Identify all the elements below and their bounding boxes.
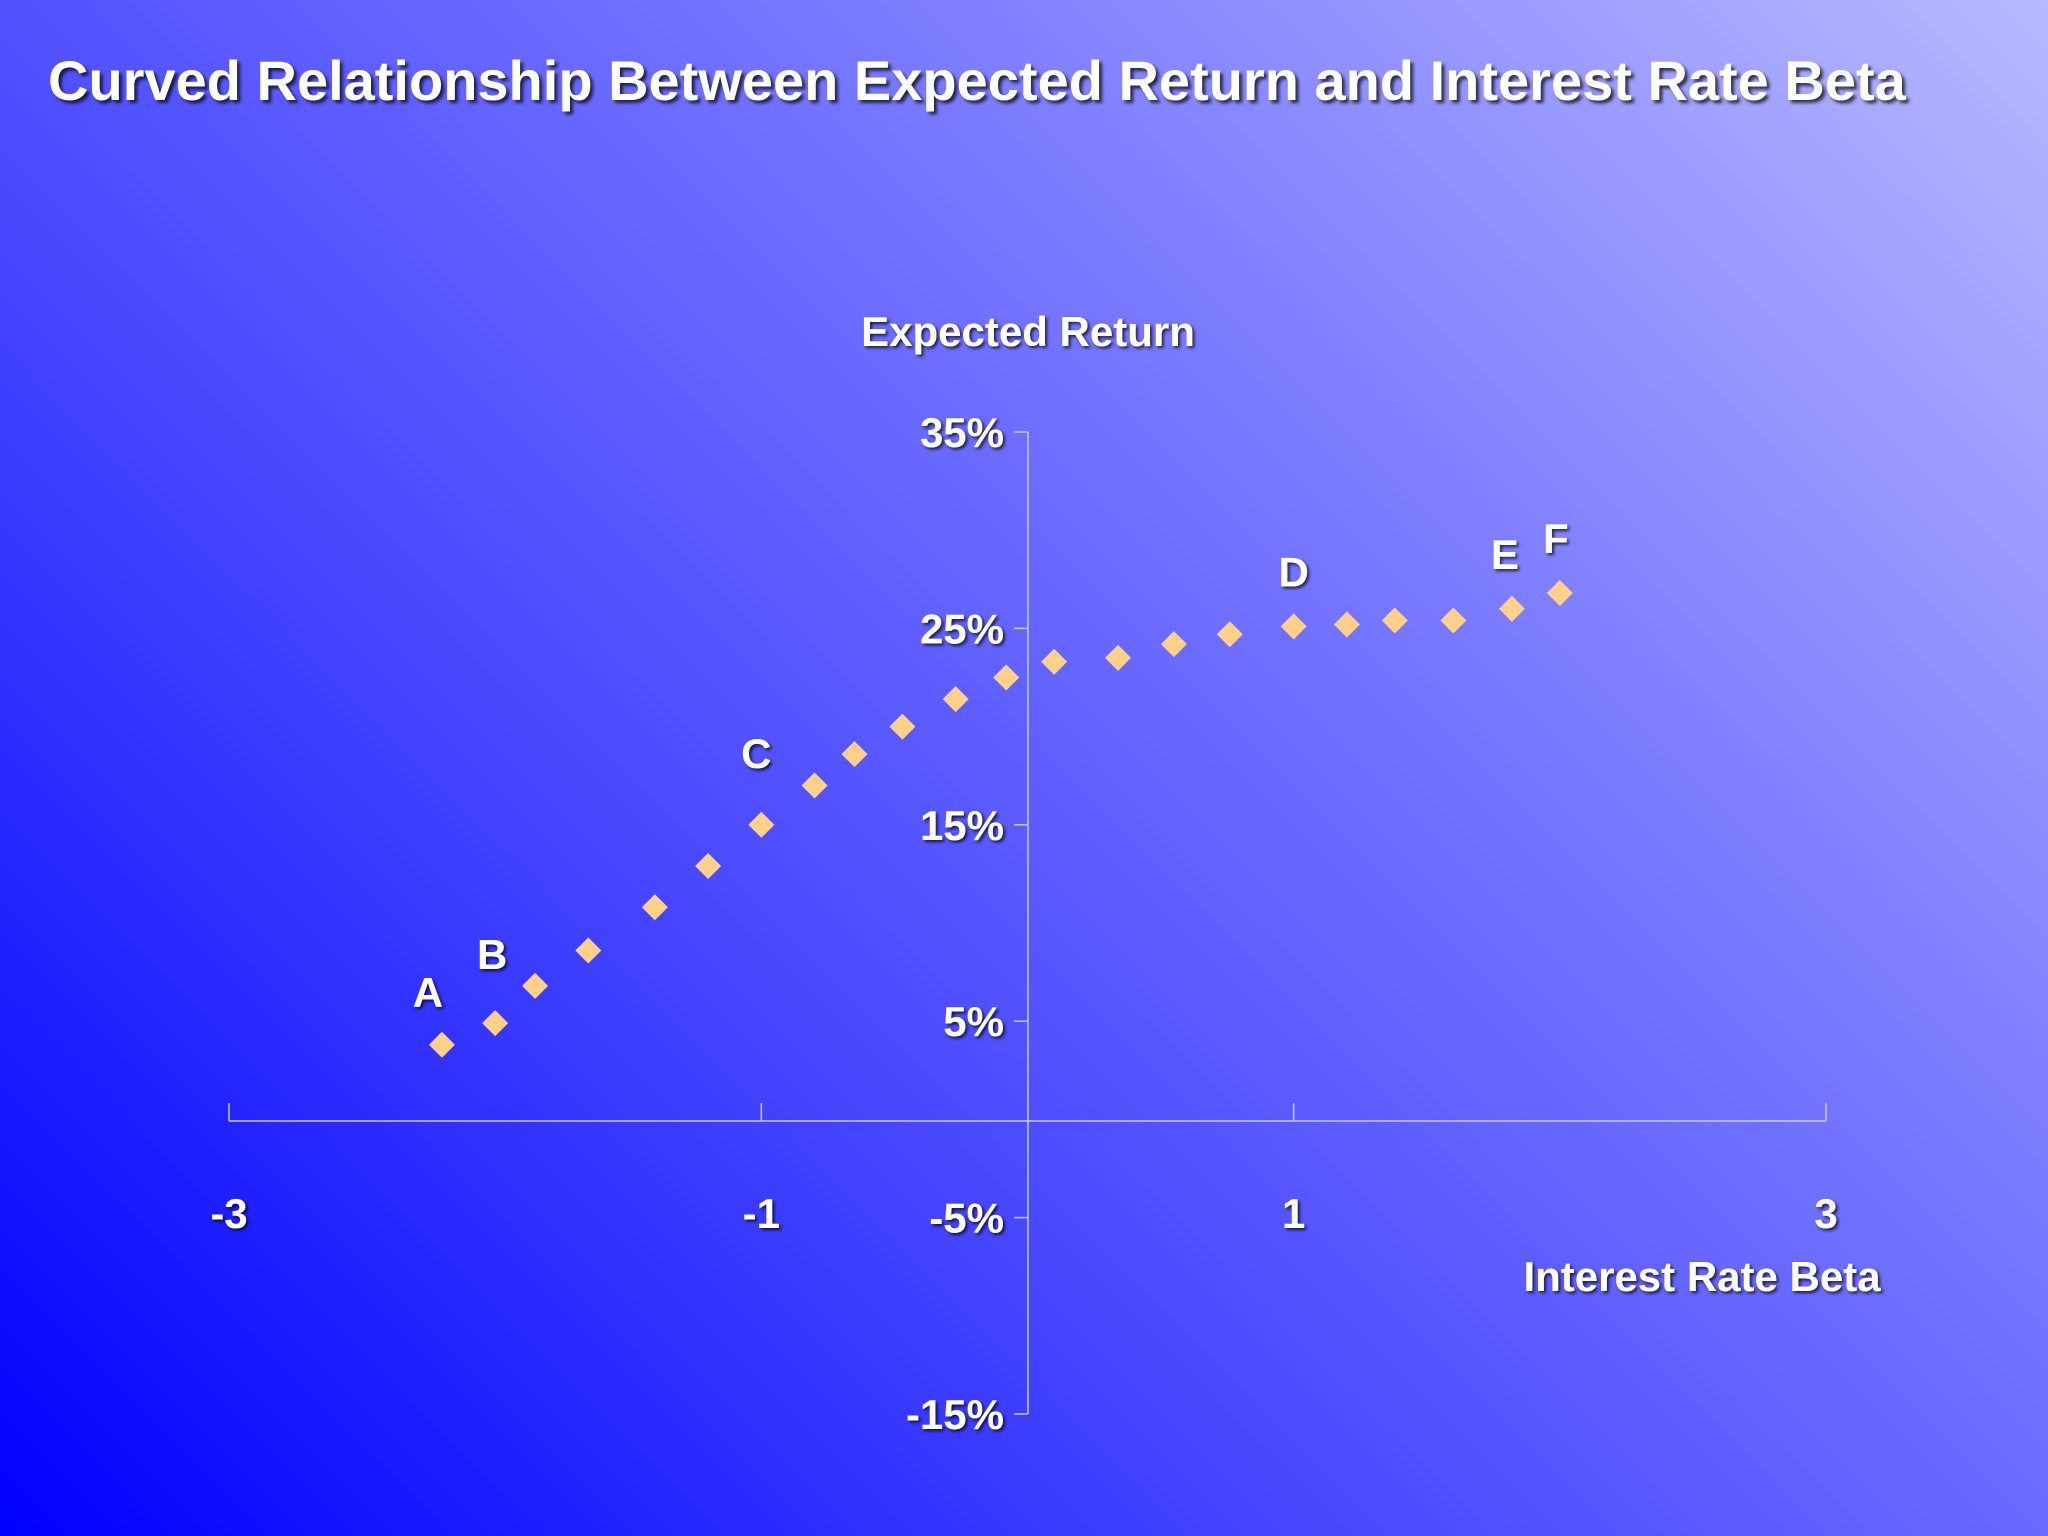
data-point (695, 853, 722, 880)
point-label-f: F (1543, 515, 1569, 562)
data-point (1381, 607, 1408, 634)
data-point (1041, 648, 1068, 675)
point-label-d: D (1278, 548, 1308, 595)
tick-labels: -3 -1 1 3 35% 25% 15% 5% -5% -15% (210, 409, 1837, 1438)
y-tick-label: 5% (943, 998, 1004, 1045)
data-point (1440, 607, 1467, 634)
y-tick-label: 15% (920, 802, 1004, 849)
data-point (1160, 631, 1187, 658)
point-label-c: C (741, 730, 771, 777)
data-point (1333, 611, 1360, 638)
x-tick-label: -1 (743, 1190, 780, 1237)
data-point (1216, 621, 1243, 648)
data-point (641, 894, 668, 921)
x-tick-label: -3 (210, 1190, 247, 1237)
data-point (575, 937, 602, 964)
data-point (748, 811, 775, 838)
x-axis-label: Interest Rate Beta (1523, 1253, 1881, 1300)
x-tick-label: 3 (1814, 1190, 1837, 1237)
point-label-e: E (1491, 531, 1519, 578)
data-point (1546, 580, 1573, 607)
slide-title: Curved Relationship Between Expected Ret… (48, 49, 1906, 112)
point-annotations: AB C D E F (413, 515, 1569, 1016)
data-point (889, 713, 916, 740)
data-point (1498, 595, 1525, 622)
point-label-b: B (477, 931, 507, 978)
x-tick-label: 1 (1282, 1190, 1305, 1237)
axes (228, 431, 1827, 1415)
y-tick-label: 25% (920, 605, 1004, 652)
y-axis-label: Expected Return (861, 308, 1195, 355)
y-tick-label: 35% (920, 409, 1004, 456)
data-points (428, 580, 1573, 1058)
point-label-a: A (413, 969, 443, 1016)
data-point (1280, 613, 1307, 640)
data-point (1104, 644, 1131, 671)
y-tick-label: -15% (906, 1391, 1004, 1438)
data-point (993, 664, 1020, 691)
data-point (801, 772, 828, 799)
data-point (482, 1010, 509, 1037)
y-tick-label: -5% (929, 1195, 1004, 1242)
data-point (841, 741, 868, 768)
data-point (428, 1031, 455, 1058)
data-point (942, 686, 969, 713)
data-point (522, 972, 549, 999)
